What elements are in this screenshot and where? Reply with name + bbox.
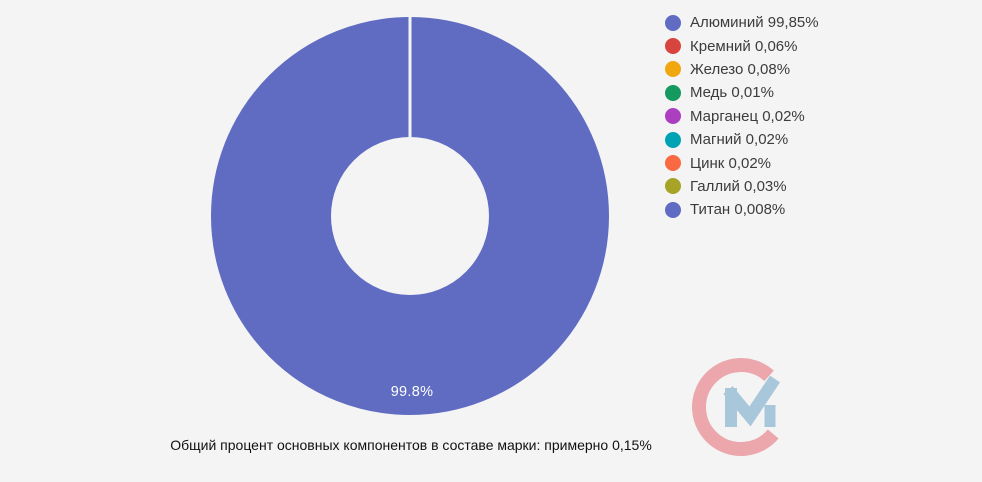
legend: Алюминий 99,85% Кремний 0,06% Железо 0,08%… (665, 11, 819, 222)
legend-item[interactable]: Титан 0,008% (665, 198, 819, 221)
legend-label: Цинк 0,02% (690, 154, 772, 172)
legend-item[interactable]: Железо 0,08% (665, 58, 819, 81)
legend-label: Галлий 0,03% (690, 177, 787, 195)
legend-label: Медь 0,01% (690, 84, 774, 102)
legend-label: Титан 0,008% (690, 201, 786, 219)
legend-item[interactable]: Галлий 0,03% (665, 175, 819, 198)
legend-item[interactable]: Марганец 0,02% (665, 105, 819, 128)
legend-item[interactable]: Магний 0,02% (665, 128, 819, 151)
chart-caption: Общий процент основных компонентов в сос… (170, 437, 652, 453)
slice-value-label: 99.8% (390, 384, 434, 400)
logo-c-letter (692, 358, 779, 457)
legend-color-dot (665, 84, 681, 101)
legend-item[interactable]: Медь 0,01% (665, 81, 819, 104)
legend-color-dot (665, 14, 681, 31)
legend-color-dot (665, 38, 681, 55)
legend-label: Марганец 0,02% (690, 107, 805, 125)
legend-item[interactable]: Цинк 0,02% (665, 151, 819, 174)
legend-color-dot (665, 108, 681, 125)
logo-m-checkmark (723, 375, 780, 427)
donut-chart[interactable] (211, 17, 609, 415)
legend-label: Железо 0,08% (690, 60, 791, 78)
legend-color-dot (665, 155, 681, 172)
legend-color-dot (665, 131, 681, 148)
legend-label: Алюминий 99,85% (690, 14, 819, 32)
legend-item[interactable]: Кремний 0,06% (665, 34, 819, 57)
legend-color-dot (665, 61, 681, 78)
legend-color-dot (665, 201, 681, 218)
watermark-logo (692, 358, 780, 457)
legend-label: Кремний 0,06% (690, 37, 798, 55)
legend-label: Магний 0,02% (690, 131, 789, 149)
legend-color-dot (665, 178, 681, 195)
legend-item[interactable]: Алюминий 99,85% (665, 11, 819, 34)
